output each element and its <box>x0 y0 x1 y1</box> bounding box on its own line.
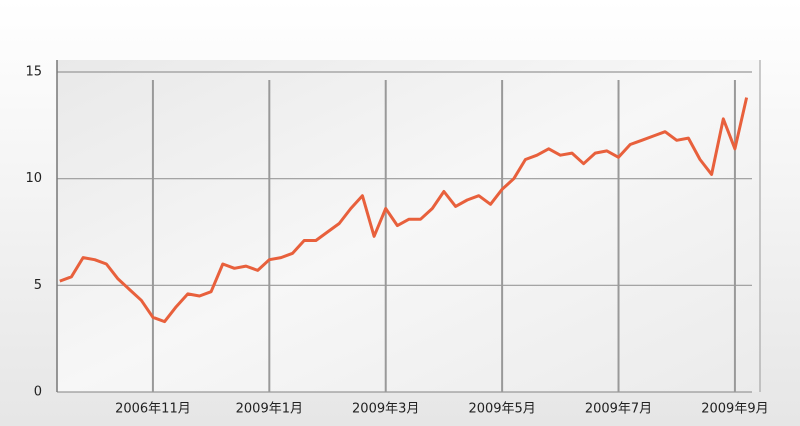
x-tick-label: 2009年3月 <box>352 402 419 417</box>
x-tick-label: 2006年11月 <box>115 402 191 417</box>
y-tick-label: 15 <box>25 65 42 80</box>
y-tick-label: 5 <box>34 278 42 293</box>
x-tick-label: 2009年7月 <box>585 402 652 417</box>
data-line <box>59 97 749 324</box>
plot-area <box>57 60 760 392</box>
y-tick-label: 10 <box>25 171 42 186</box>
x-tick-label: 2009年5月 <box>468 402 535 417</box>
y-tick-label: 0 <box>34 385 42 400</box>
x-tick-label: 2009年1月 <box>236 402 303 417</box>
x-tick-label: 2009年9月 <box>701 402 768 417</box>
